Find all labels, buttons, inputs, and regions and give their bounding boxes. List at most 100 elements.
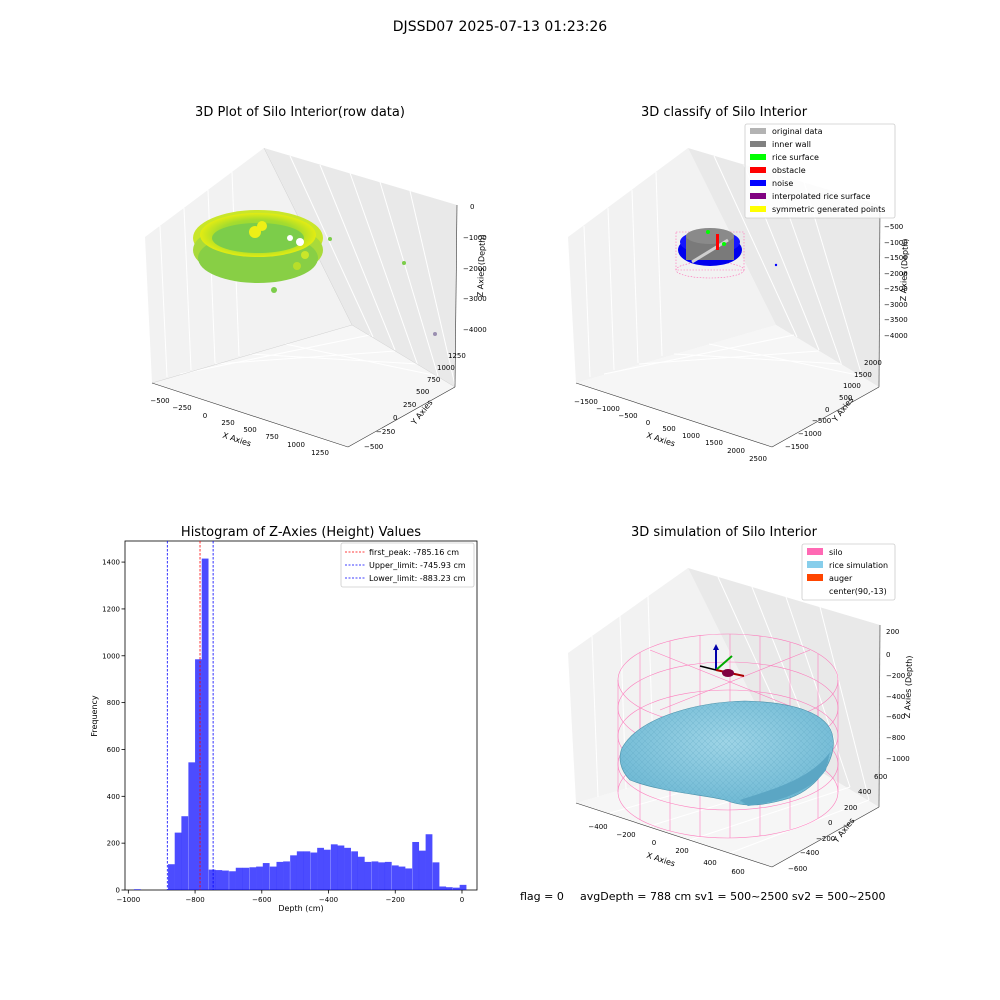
histogram-bar-19 [290, 855, 297, 890]
tick-label: −2500 [884, 285, 908, 293]
legend-label: inner wall [772, 140, 811, 149]
histogram-bar-11 [235, 867, 243, 890]
tick-label: −200 [616, 831, 635, 839]
histogram-bars [134, 558, 467, 890]
tick-label: −600 [788, 865, 807, 873]
histogram-bar-5 [195, 659, 202, 890]
tick-label: −4000 [463, 326, 487, 334]
tick-label: −2000 [884, 270, 908, 278]
tick-label: 400 [858, 788, 871, 796]
tick-label: −500 [812, 417, 831, 425]
tick-label: 0 [470, 203, 474, 211]
legend-label: original data [772, 127, 823, 136]
tick-label: 0 [886, 651, 890, 659]
histogram-bar-29 [357, 856, 365, 890]
tick-label: −500 [618, 412, 637, 420]
histogram-bar-37 [412, 841, 420, 890]
histogram-bar-34 [391, 865, 399, 890]
classify-legend: original data inner wall rice surface ob… [744, 123, 896, 219]
legend-swatch [750, 128, 766, 134]
tick-label: 1500 [705, 439, 723, 447]
histogram-bar-38 [418, 850, 426, 890]
histogram-bar-44 [459, 884, 467, 890]
legend-item-first-peak: first_peak: -785.16 cm [345, 548, 459, 557]
y-tick-label-3: 600 [107, 746, 120, 754]
tick-label: −4000 [884, 332, 908, 340]
legend-label: rice surface [772, 153, 819, 162]
histogram-bar-24 [323, 849, 331, 890]
histogram-bar-15 [262, 863, 270, 890]
x-tick-label-4: −200 [386, 896, 405, 904]
simulation-x-axis-label: X Axies [645, 851, 676, 869]
legend-label: noise [772, 179, 793, 188]
histogram-bar-43 [452, 887, 460, 890]
classify-z-axis-label: Z Axies (Depth) [899, 238, 910, 301]
x-tick-label-0: −1000 [116, 896, 140, 904]
tick-label: 2000 [727, 447, 745, 455]
tick-label: 1000 [287, 441, 305, 449]
tick-label: 500 [839, 394, 852, 402]
tick-label: 1000 [682, 432, 700, 440]
y-tick-label-7: 1400 [102, 559, 120, 567]
tick-label: −3500 [884, 316, 908, 324]
classify-3d-axes-box [568, 148, 881, 448]
tick-label: 1000 [437, 364, 455, 372]
classify-panel-title: 3D classify of Silo Interior [641, 105, 808, 120]
tick-label: −1000 [798, 430, 822, 438]
legend-label: auger [829, 574, 853, 583]
legend-label: silo [829, 548, 843, 557]
histogram-bar-18 [283, 861, 290, 890]
tick-label: 2000 [864, 359, 882, 367]
y-tick-label-5: 1000 [102, 652, 120, 660]
histogram-legend: first_peak: -785.16 cm Upper_limit: -745… [340, 542, 475, 588]
tick-label: 0 [203, 412, 207, 420]
classify-y-axis-ticks: −1500 −1000 −500 0 500 1000 1500 2000 [785, 359, 882, 451]
histogram-bar-14 [256, 866, 263, 890]
classify-x-axis-ticks: −1500 −1000 −500 0 500 1000 1500 2000 25… [574, 398, 767, 463]
legend-label: first_peak: -785.16 cm [369, 548, 459, 557]
legend-item-original-data: original data [750, 127, 823, 136]
histogram-bar-32 [378, 862, 386, 890]
legend-swatch [750, 154, 766, 160]
tick-label: −500 [364, 443, 383, 451]
tick-label: 250 [403, 401, 416, 409]
auger-marker [699, 644, 745, 677]
legend-swatch [807, 561, 823, 568]
legend-item-inner-wall: inner wall [750, 140, 811, 149]
histogram-bar-33 [384, 861, 392, 890]
histogram-bar-17 [276, 861, 284, 890]
raw-point-cloud [193, 210, 437, 336]
tick-label: 250 [221, 419, 234, 427]
y-tick-label-0: 0 [116, 887, 120, 895]
histogram-panel: Histogram of Z-Axies (Height) Values −10… [90, 525, 478, 913]
tick-label: 200 [675, 847, 688, 855]
x-tick-label-3: −400 [319, 896, 338, 904]
legend-label: symmetric generated points [772, 205, 885, 214]
histogram-bar-21 [303, 851, 311, 890]
histogram-bar-4 [188, 762, 196, 890]
raw-x-axis-ticks: −500 −250 0 250 500 750 1000 1250 [150, 397, 329, 457]
tick-label: 500 [416, 388, 429, 396]
legend-swatch [807, 587, 823, 594]
y-tick-label-4: 800 [107, 699, 120, 707]
tick-label: 0 [646, 419, 650, 427]
legend-item-symmetric-generated-points: symmetric generated points [750, 205, 885, 214]
tick-label: −1500 [884, 254, 908, 262]
x-tick-label-5: 0 [460, 896, 464, 904]
tick-label: 1250 [448, 352, 466, 360]
legend-label: rice simulation [829, 561, 888, 570]
y-tick-label-6: 1200 [102, 605, 120, 613]
histogram-bar-28 [351, 851, 358, 890]
histogram-bar-9 [222, 870, 229, 890]
tick-label: 0 [828, 819, 832, 827]
tick-label: −200 [886, 672, 905, 680]
simulation-panel: 3D simulation of Silo Interior [568, 525, 914, 876]
legend-item-rice-simulation: rice simulation [807, 561, 888, 570]
legend-label: obstacle [772, 166, 806, 175]
tick-label: −400 [886, 693, 905, 701]
footer-stats: avgDepth = 788 cm sv1 = 500~2500 sv2 = 5… [580, 890, 886, 903]
histogram-bar-20 [296, 851, 304, 890]
legend-swatch [750, 167, 766, 173]
histogram-bar-7 [208, 869, 216, 890]
